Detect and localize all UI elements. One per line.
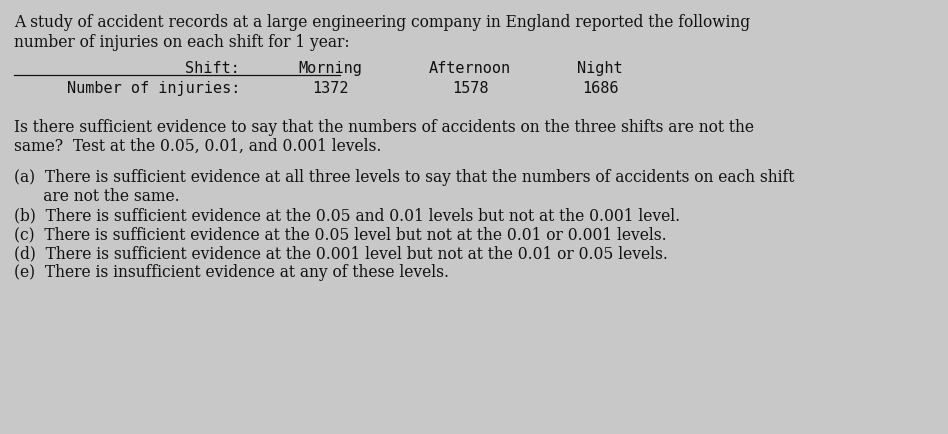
- Text: same?  Test at the 0.05, 0.01, and 0.001 levels.: same? Test at the 0.05, 0.01, and 0.001 …: [14, 138, 381, 155]
- Text: Number of injuries:: Number of injuries:: [66, 81, 240, 96]
- Text: 1372: 1372: [312, 81, 348, 96]
- Text: (c)  There is sufficient evidence at the 0.05 level but not at the 0.01 or 0.001: (c) There is sufficient evidence at the …: [14, 226, 666, 243]
- Text: (b)  There is sufficient evidence at the 0.05 and 0.01 levels but not at the 0.0: (b) There is sufficient evidence at the …: [14, 207, 680, 224]
- Text: Is there sufficient evidence to say that the numbers of accidents on the three s: Is there sufficient evidence to say that…: [14, 119, 754, 136]
- Text: Afternoon: Afternoon: [428, 61, 511, 76]
- Text: 1578: 1578: [452, 81, 488, 96]
- Text: Night: Night: [577, 61, 623, 76]
- Text: A study of accident records at a large engineering company in England reported t: A study of accident records at a large e…: [14, 14, 750, 31]
- Text: Morning: Morning: [298, 61, 362, 76]
- Text: Shift:: Shift:: [185, 61, 240, 76]
- Text: (a)  There is sufficient evidence at all three levels to say that the numbers of: (a) There is sufficient evidence at all …: [14, 169, 794, 186]
- Text: number of injuries on each shift for 1 year:: number of injuries on each shift for 1 y…: [14, 34, 350, 51]
- Text: 1686: 1686: [582, 81, 618, 96]
- Text: (d)  There is sufficient evidence at the 0.001 level but not at the 0.01 or 0.05: (d) There is sufficient evidence at the …: [14, 245, 668, 262]
- Text: are not the same.: are not the same.: [14, 188, 179, 205]
- Text: (e)  There is insufficient evidence at any of these levels.: (e) There is insufficient evidence at an…: [14, 264, 449, 281]
